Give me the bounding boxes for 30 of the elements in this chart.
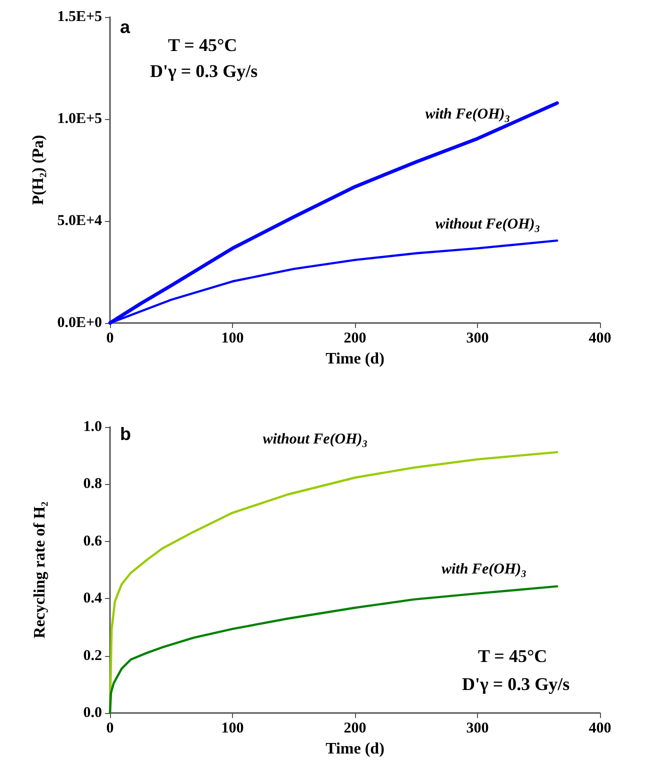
x-tick-label: 0 (106, 720, 114, 736)
x-tick-label: 200 (344, 720, 366, 736)
annotation: D'γ = 0.3 Gy/s (462, 674, 570, 694)
annotation: b (120, 424, 131, 444)
x-axis-title: Time (d) (326, 740, 384, 758)
y-tick-label: 0.0E+0 (57, 315, 102, 331)
x-tick-label: 0 (106, 330, 114, 346)
y-tick-label: 0.4 (83, 590, 102, 607)
x-axis-title: Time (d) (326, 350, 384, 368)
annotation: D'γ = 0.3 Gy/s (150, 61, 258, 81)
y-axis-title: Recycling rate of H₂ (32, 501, 48, 638)
x-tick-label: 100 (221, 330, 244, 346)
y-tick-label: 0.2 (83, 648, 102, 664)
x-tick-label: 400 (588, 330, 612, 346)
y-tick-label: 5.0E+4 (57, 213, 102, 229)
y-axis-title: P(H₂) (Pa) (30, 134, 47, 206)
y-tick-label: 1.5E+5 (57, 9, 102, 25)
annotation: T = 45°C (168, 35, 238, 55)
y-tick-label: 0.0 (83, 705, 102, 721)
x-tick-label: 200 (344, 330, 366, 346)
x-tick-label: 400 (588, 720, 612, 736)
x-tick-label: 300 (466, 720, 489, 736)
x-tick-label: 300 (466, 330, 489, 346)
annotation: a (120, 17, 131, 37)
annotation: T = 45°C (478, 646, 548, 666)
y-tick-label: 0.6 (83, 533, 102, 550)
y-tick-label: 1.0E+5 (57, 111, 102, 127)
y-tick-label: 0.8 (83, 476, 102, 492)
y-tick-label: 1.0 (83, 419, 102, 435)
x-tick-label: 100 (221, 720, 244, 736)
